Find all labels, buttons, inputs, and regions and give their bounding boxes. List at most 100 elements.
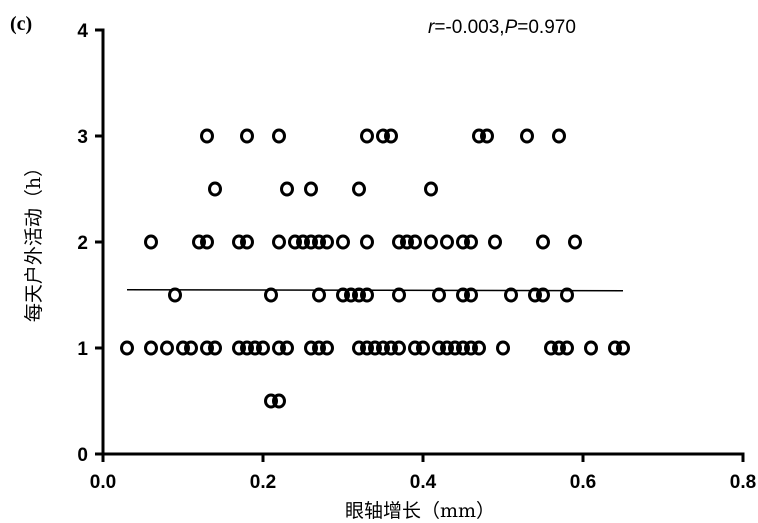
data-point <box>200 234 214 250</box>
data-point <box>376 128 390 144</box>
data-point <box>248 340 262 356</box>
data-point <box>168 287 182 303</box>
data-point <box>320 340 334 356</box>
data-point <box>560 287 574 303</box>
data-point <box>144 234 158 250</box>
data-point <box>432 287 446 303</box>
data-point <box>408 340 422 356</box>
data-point <box>336 234 350 250</box>
data-point <box>352 340 366 356</box>
p-symbol: P <box>505 17 518 38</box>
data-point <box>480 128 494 144</box>
data-point <box>368 340 382 356</box>
y-axis-title: 每天户外活动（h） <box>23 158 45 322</box>
p-value: =0.970 <box>517 17 576 38</box>
data-point <box>520 128 534 144</box>
data-point <box>232 234 246 250</box>
data-point <box>584 340 598 356</box>
data-point <box>528 287 542 303</box>
data-point <box>208 340 222 356</box>
data-point <box>376 340 390 356</box>
data-point <box>280 340 294 356</box>
data-point <box>240 340 254 356</box>
data-point <box>416 340 430 356</box>
data-point <box>272 234 286 250</box>
data-point <box>472 340 486 356</box>
x-tick-label: 0.8 <box>730 472 756 493</box>
data-point <box>312 234 326 250</box>
data-point <box>384 340 398 356</box>
correlation-annotation: r=-0.003,P=0.970 <box>428 17 576 38</box>
data-point <box>320 234 334 250</box>
data-point <box>464 234 478 250</box>
data-point <box>360 234 374 250</box>
data-point <box>232 340 246 356</box>
y-tick-label: 4 <box>77 21 88 42</box>
data-points <box>120 128 630 409</box>
x-tick-label: 0.2 <box>250 472 276 493</box>
y-tick-label: 0 <box>77 445 88 466</box>
data-point <box>120 340 134 356</box>
data-point <box>288 234 302 250</box>
data-point <box>392 234 406 250</box>
y-tick-label: 1 <box>77 339 88 360</box>
data-point <box>360 287 374 303</box>
data-point <box>424 181 438 197</box>
x-tick-label: 0.4 <box>410 472 437 493</box>
data-point <box>264 393 278 409</box>
data-point <box>544 340 558 356</box>
x-tick-label: 0.6 <box>570 472 596 493</box>
data-point <box>272 340 286 356</box>
data-point <box>264 287 278 303</box>
data-point <box>448 340 462 356</box>
data-point <box>488 234 502 250</box>
data-point <box>408 234 422 250</box>
data-point <box>472 128 486 144</box>
data-point <box>344 287 358 303</box>
data-point <box>536 287 550 303</box>
data-point <box>608 340 622 356</box>
data-point <box>208 181 222 197</box>
data-point <box>464 340 478 356</box>
data-point <box>392 340 406 356</box>
data-point <box>456 287 470 303</box>
data-point <box>384 128 398 144</box>
data-point <box>304 234 318 250</box>
data-point <box>280 181 294 197</box>
data-point <box>552 128 566 144</box>
tick-labels: 0 1 2 3 4 0.0 0.2 0.4 0.6 0.8 <box>77 21 756 493</box>
data-point <box>536 234 550 250</box>
data-point <box>568 234 582 250</box>
data-point <box>360 340 374 356</box>
y-tick-label: 3 <box>77 127 88 148</box>
data-point <box>240 234 254 250</box>
data-point <box>352 287 366 303</box>
data-point <box>176 340 190 356</box>
data-point <box>240 128 254 144</box>
data-point <box>360 128 374 144</box>
data-point <box>200 128 214 144</box>
data-point <box>440 340 454 356</box>
data-point <box>192 234 206 250</box>
r-symbol: r <box>428 17 435 38</box>
data-point <box>312 287 326 303</box>
data-point <box>464 287 478 303</box>
data-point <box>616 340 630 356</box>
data-point <box>392 287 406 303</box>
data-point <box>256 340 270 356</box>
data-point <box>560 340 574 356</box>
data-point <box>400 234 414 250</box>
panel-label: (c) <box>10 13 32 35</box>
data-point <box>456 340 470 356</box>
data-point <box>504 287 518 303</box>
data-point <box>200 340 214 356</box>
data-point <box>496 340 510 356</box>
data-point <box>272 393 286 409</box>
data-point <box>424 234 438 250</box>
axes <box>95 28 745 462</box>
data-point <box>312 340 326 356</box>
data-point <box>160 340 174 356</box>
data-point <box>144 340 158 356</box>
data-point <box>432 340 446 356</box>
